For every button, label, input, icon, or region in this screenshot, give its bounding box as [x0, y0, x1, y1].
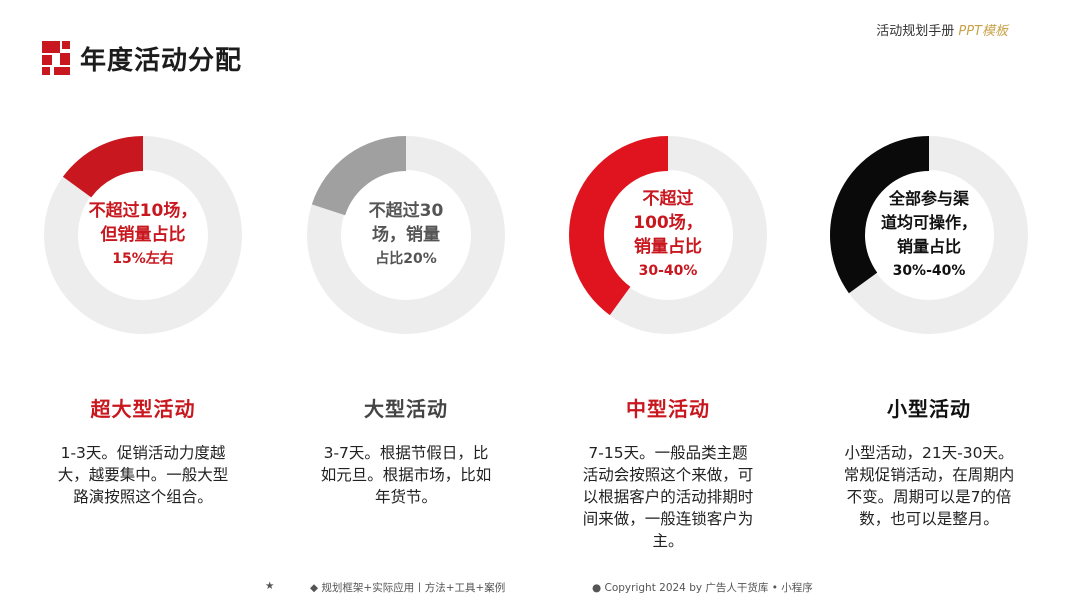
- donut-segment: [62, 136, 143, 198]
- donut-chart: [307, 136, 505, 334]
- footer-left-text: ◆ 规划框架+实际应用丨方法+工具+案例: [310, 582, 506, 594]
- footer-star-icon: ★: [265, 580, 275, 592]
- category-title: 小型活动: [887, 397, 971, 421]
- donut-super-large: 不超过10场， 但销量占比 15%左右: [38, 130, 248, 340]
- category-description: 1-3天。促销活动力度越 大，越要集中。一般大型 路演按照这个组合。: [38, 442, 248, 508]
- description-line: 以根据客户的活动排期时: [582, 488, 754, 506]
- donut-label: 不超过 100场， 销量占比 30-40%: [603, 170, 733, 300]
- donut-label: 全部参与渠 道均可操作， 销量占比 30%-40%: [864, 170, 994, 300]
- donut-label-line: 占比20%: [375, 251, 437, 267]
- footer-copyright: ● Copyright 2024 by 广告人干货库 • 小程序: [592, 582, 813, 594]
- donut-label-line: 但销量占比: [100, 225, 186, 245]
- description-line: 不变。周期可以是7的倍: [846, 488, 1012, 506]
- donut-segment: [569, 136, 668, 316]
- donut-label: 不超过10场， 但销量占比 15%左右: [78, 170, 208, 300]
- description-line: 活动会按照这个来做，可: [582, 466, 754, 484]
- donut-segment: [311, 136, 406, 216]
- page-title: 年度活动分配: [80, 46, 243, 76]
- description-line: 1-3天。促销活动力度越: [60, 444, 226, 462]
- brand-main: 活动规划手册: [876, 24, 955, 39]
- donut-chart: [830, 136, 1028, 334]
- description-line: 数，也可以是整月。: [859, 510, 999, 528]
- category-description: 3-7天。根据节假日，比 如元旦。根据市场，比如 年货节。: [301, 442, 511, 508]
- category-title: 中型活动: [626, 397, 710, 421]
- description-line: 大，越要集中。一般大型: [57, 466, 229, 484]
- donut-label-line: 不超过30: [368, 201, 444, 221]
- donut-label-line: 30%-40%: [892, 263, 966, 279]
- donut-label-line: 道均可操作，: [880, 213, 977, 232]
- category-title: 大型活动: [364, 397, 448, 421]
- donut-segment: [830, 136, 929, 294]
- description-line: 如元旦。根据市场，比如: [320, 466, 492, 484]
- category-description: 7-15天。一般品类主题 活动会按照这个来做，可 以根据客户的活动排期时 间来做…: [563, 442, 773, 552]
- category-title: 超大型活动: [90, 397, 196, 421]
- donut-small: 全部参与渠 道均可操作， 销量占比 30%-40%: [824, 130, 1034, 340]
- donut-label-line: 15%左右: [112, 251, 174, 267]
- description-line: 主。: [652, 532, 684, 550]
- category-description: 小型活动，21天-30天。 常规促销活动，在周期内 不变。周期可以是7的倍 数，…: [824, 442, 1034, 530]
- description-line: 小型活动，21天-30天。: [844, 444, 1014, 462]
- description-line: 路演按照这个组合。: [73, 488, 213, 506]
- donut-chart: [44, 136, 242, 334]
- description-line: 7-15天。一般品类主题: [588, 444, 748, 462]
- donut-chart: [569, 136, 767, 334]
- donut-label-line: 30-40%: [638, 263, 698, 279]
- description-line: 常规促销活动，在周期内: [843, 466, 1015, 484]
- donut-label-line: 全部参与渠: [888, 189, 969, 208]
- donut-label-line: 不超过10场，: [88, 201, 198, 221]
- donut-label-line: 场，销量: [372, 225, 440, 245]
- brand-logo-icon: [42, 41, 70, 75]
- donut-label-line: 100场，: [633, 213, 703, 233]
- description-line: 3-7天。根据节假日，比: [323, 444, 489, 462]
- donut-label-line: 销量占比: [634, 237, 702, 257]
- brand-label: 活动规划手册 PPT模板: [876, 20, 1008, 39]
- donut-medium: 不超过 100场， 销量占比 30-40%: [563, 130, 773, 340]
- donut-label-line: 不超过: [642, 189, 694, 209]
- brand-highlight: PPT模板: [958, 24, 1008, 39]
- description-line: 年货节。: [374, 488, 437, 506]
- donut-large: 不超过30 场，销量 占比20%: [301, 130, 511, 340]
- description-line: 间来做，一般连锁客户为: [582, 510, 754, 528]
- donut-label: 不超过30 场，销量 占比20%: [341, 170, 471, 300]
- donut-label-line: 销量占比: [896, 237, 961, 256]
